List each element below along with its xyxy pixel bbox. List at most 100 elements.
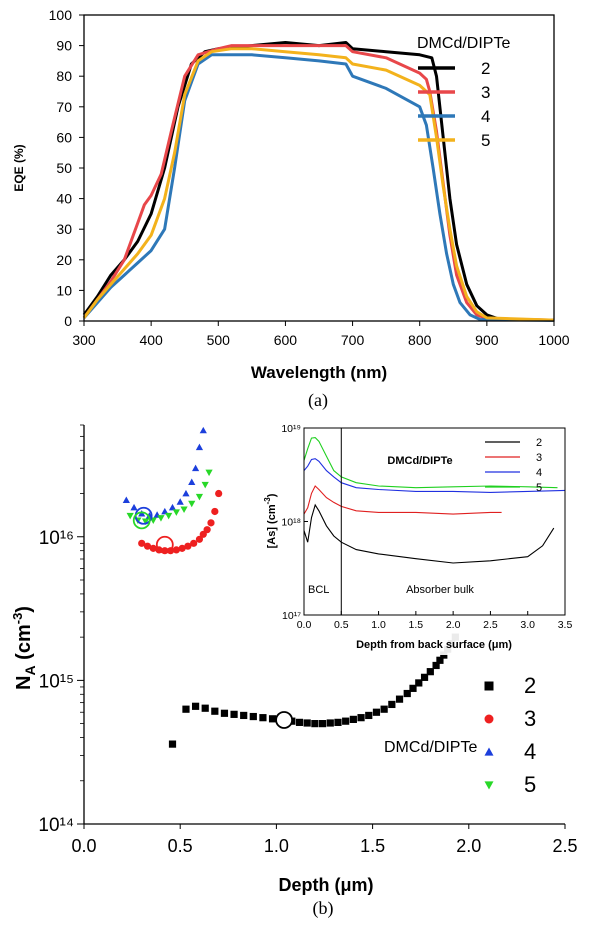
chart-b-inset: 0.0 0.5 1.0 1.5 2.0 2.5 3.0 3.5 10¹⁷ 10¹⁸ 10¹⁹ De… — [263, 423, 572, 655]
chart-a-legend-label-5: 5 — [481, 131, 490, 150]
chart-b-series-2-point — [334, 718, 342, 726]
chart-a-series-2-line — [82, 41, 555, 322]
chart-a-x-axis-label: Wavelength (nm) — [251, 363, 387, 382]
chart-b-series-3-point — [149, 544, 157, 552]
chart-a-x-ticks: 300 400 500 600 700 800 900 1000 — [72, 321, 570, 348]
chart-b-series-2-point — [436, 656, 444, 664]
chart-b-series-2-point — [259, 714, 267, 722]
chart-b-series-4-point — [168, 503, 177, 511]
chart-a-legend-title: DMCd/DIPTe — [417, 35, 510, 52]
chart-b-series-2-point — [357, 714, 365, 722]
chart-b-series-4-point — [176, 498, 184, 505]
chart-b-series-5-point — [205, 469, 213, 477]
chart-b-series-2-point — [372, 708, 381, 716]
chart-b-x-tick-label: 0.5 — [168, 836, 193, 856]
chart-b-x-tick-label: 1.5 — [360, 836, 385, 856]
chart-b-series-3-point — [211, 507, 219, 516]
inset-y-tick-label: 10¹⁷ — [282, 610, 301, 622]
caption-b: (b) — [313, 898, 334, 919]
chart-b-series-2-point — [249, 712, 257, 721]
chart-b-series-2-point — [230, 710, 238, 718]
chart-b-series-2-point — [182, 705, 190, 713]
inset-x-ticks: 0.0 0.5 1.0 1.5 2.0 2.5 3.0 3.5 — [297, 611, 572, 631]
caption-a: (a) — [308, 390, 328, 411]
chart-b-x-tick-label: 2.0 — [456, 836, 481, 856]
chart-b-open-marker-5 — [132, 511, 151, 530]
chart-a-x-tick-label: 600 — [274, 332, 298, 348]
chart-b-series-2-point — [295, 718, 304, 726]
chart-b-series-3-point — [172, 546, 180, 554]
inset-x-tick-label: 2.5 — [483, 619, 498, 631]
chart-b-series-4-point — [182, 489, 190, 497]
chart-b-points — [122, 426, 459, 748]
chart-b-series-2-point — [191, 702, 200, 710]
chart-b-y-tick-label: 10¹⁵ — [39, 671, 74, 692]
chart-b-series-2-point — [240, 711, 248, 720]
chart-b-open-markers — [132, 506, 293, 729]
chart-b-series-2-point — [426, 668, 434, 676]
chart-b-series-2-point — [403, 689, 411, 698]
chart-b-y-tick-label: 10¹⁴ — [38, 815, 74, 836]
inset-x-tick-label: 1.5 — [409, 619, 424, 631]
chart-b-x-axis-label: Depth (μm) — [278, 875, 373, 895]
chart-b-legend-label-5: 5 — [524, 772, 536, 797]
chart-b-series-3-point — [207, 519, 215, 527]
chart-b-open-marker-2 — [275, 711, 293, 729]
chart-a-y-tick-label: 40 — [56, 191, 72, 207]
chart-b-x-tick-label: 0.0 — [71, 836, 96, 856]
chart-b-x-tick-label: 2.5 — [552, 836, 577, 856]
chart-b-series-2-point — [388, 700, 396, 709]
chart-b-series-3-point — [195, 535, 204, 543]
chart-a: 300 400 500 600 700 800 900 1000 0 10 20 30 40 50 60 7… — [12, 7, 570, 382]
chart-b-legend: 2 3 4 5 DMCd/DIPTe — [384, 673, 536, 797]
chart-a-y-tick-label: 90 — [56, 38, 72, 54]
chart-b-x-ticks: 0.0 0.5 1.0 1.5 2.0 2.5 — [71, 824, 578, 856]
inset-x-tick-label: 0.0 — [297, 619, 312, 631]
chart-b-series-2-point — [342, 717, 350, 725]
inset-legend-label-3: 3 — [536, 452, 542, 464]
inset-y-tick-label: 10¹⁸ — [281, 517, 301, 529]
chart-a-x-tick-label: 1000 — [538, 332, 569, 348]
chart-b-legend-marker-2 — [484, 681, 494, 691]
chart-a-legend-label-4: 4 — [481, 107, 490, 126]
chart-b-series-2-point — [201, 704, 209, 712]
chart-b-series-3-point — [138, 539, 146, 547]
chart-b-legend-marker-4 — [484, 747, 494, 756]
chart-b-legend-label-2: 2 — [524, 673, 536, 698]
inset-legend-label-5: 5 — [536, 482, 542, 494]
chart-a-y-tick-label: 50 — [56, 160, 72, 176]
chart-a-y-tick-label: 30 — [56, 221, 72, 237]
chart-b-series-2-point — [311, 720, 319, 728]
chart-b-series-2-point — [365, 711, 373, 720]
inset-region-bcl: BCL — [308, 584, 329, 596]
chart-b-series-3-point — [215, 489, 223, 498]
chart-b-series-2-point — [318, 720, 327, 728]
inset-x-tick-label: 3.0 — [520, 619, 535, 631]
chart-a-x-tick-label: 800 — [408, 332, 432, 348]
chart-b-series-2-point — [415, 679, 423, 687]
chart-b-series-2-point — [220, 709, 229, 717]
chart-b-y-axis-label: NA (cm-3) — [10, 606, 38, 690]
chart-b-series-5-point — [126, 512, 134, 520]
chart-b-series-2-point — [168, 740, 177, 748]
chart-a-y-tick-label: 80 — [56, 68, 72, 84]
chart-b-series-3-point — [184, 542, 192, 550]
inset-x-tick-label: 0.5 — [334, 619, 349, 631]
chart-b-legend-label-4: 4 — [524, 739, 536, 764]
chart-a-series-4-line — [82, 53, 555, 322]
chart-b-series-5-point — [195, 493, 204, 501]
inset-legend-title: DMCd/DIPTe — [387, 455, 452, 467]
inset-y-tick-label: 10¹⁹ — [281, 423, 301, 435]
inset-y-axis-label: [As] (cm-3) — [263, 493, 278, 548]
chart-b: 0.0 0.5 1.0 1.5 2.0 2.5 10¹⁴ 10¹⁵ 10¹⁶ Depth (μ… — [10, 423, 578, 895]
chart-b-open-marker-3 — [155, 535, 174, 554]
chart-b-series-5-point — [172, 509, 180, 516]
chart-a-lines — [82, 41, 555, 322]
inset-legend: 2 3 4 5 — [485, 437, 542, 494]
chart-b-x-axis-label-unit: μm — [340, 875, 367, 895]
chart-b-legend-title: DMCd/DIPTe — [384, 739, 477, 756]
inset-region-absorber: Absorber bulk — [406, 584, 474, 596]
chart-a-legend-label-2: 2 — [481, 59, 490, 78]
chart-b-y-ticks: 10¹⁴ 10¹⁵ 10¹⁶ — [38, 424, 84, 836]
